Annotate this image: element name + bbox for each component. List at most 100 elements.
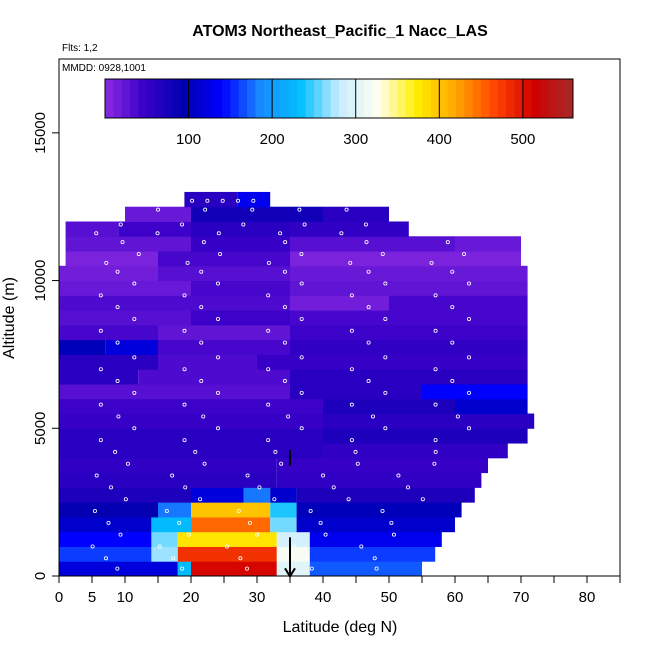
heatmap-cell	[191, 206, 323, 222]
heatmap-cell	[323, 443, 508, 459]
heatmap-cell	[105, 339, 158, 355]
flight-track-point	[299, 281, 304, 286]
flight-track-point	[450, 305, 455, 310]
flight-track-point	[383, 316, 388, 321]
heatmap-cell	[158, 502, 191, 518]
colorbar-swatch	[222, 79, 231, 118]
flight-track-point	[201, 240, 206, 245]
flight-track-point	[383, 426, 388, 431]
flight-track-point	[383, 355, 388, 360]
heatmap-cell	[191, 487, 244, 503]
heatmap-cell	[65, 236, 191, 252]
flight-track-point	[215, 426, 220, 431]
flight-track-point	[182, 328, 187, 333]
flight-track-point	[366, 379, 371, 384]
heatmap-cell	[290, 251, 521, 267]
axes: 0 5 10 20 30 40 50 60 70 80 0 5000 10000 15000	[32, 112, 621, 606]
flight-track-point	[180, 222, 185, 227]
flight-track-point	[366, 269, 371, 274]
colorbar-swatch	[330, 79, 340, 118]
colorbar-swatch	[205, 79, 215, 118]
flight-track-point	[215, 316, 220, 321]
flight-track-point	[391, 532, 396, 537]
flight-track-point	[132, 390, 137, 395]
flight-track-point	[282, 305, 287, 310]
heatmap-cell	[59, 443, 323, 459]
flight-track-point	[155, 207, 160, 212]
colorbar-tick-label: 500	[510, 131, 535, 148]
flight-track-point	[272, 497, 277, 502]
heatmap-cell	[290, 295, 389, 311]
colorbar-swatch	[489, 79, 499, 118]
heatmap-cell	[59, 428, 323, 444]
colorbar-swatch	[422, 79, 432, 118]
flight-track-point	[199, 269, 204, 274]
x-tick-label: 10	[117, 589, 134, 606]
heatmap-cell	[59, 354, 158, 370]
x-tick-label: 40	[315, 589, 332, 606]
flight-track-point	[363, 222, 368, 227]
colorbar-swatch	[155, 79, 164, 118]
flight-track-point	[193, 449, 198, 454]
flight-track-point	[374, 566, 379, 571]
flight-track-point	[115, 379, 120, 384]
heatmap-cell	[59, 295, 290, 311]
flight-track-point	[236, 509, 241, 514]
flight-track-point	[282, 340, 287, 345]
heatmap-cell	[59, 310, 191, 326]
heatmap-cell	[455, 398, 528, 415]
heatmap-cell	[290, 221, 409, 237]
flight-track-point	[238, 556, 243, 561]
flight-track-point	[383, 281, 388, 286]
flight-track-point	[349, 402, 354, 407]
flight-track-point	[429, 260, 434, 265]
colorbar-swatch	[180, 79, 190, 118]
heatmap-cell	[59, 531, 152, 547]
flight-track-point	[199, 305, 204, 310]
flight-track-point	[157, 544, 162, 549]
flight-track-point	[170, 473, 175, 478]
heatmap-cell	[276, 472, 482, 488]
flight-track-point	[120, 240, 125, 245]
colorbar-swatch	[481, 79, 490, 118]
flight-track-point	[190, 198, 195, 203]
colorbar-swatch	[238, 79, 248, 118]
heatmap-cell	[59, 546, 152, 562]
flight-track-point	[266, 402, 271, 407]
flight-track-point	[331, 485, 336, 490]
heatmap-cell	[296, 487, 475, 503]
colorbar-swatch	[322, 79, 332, 118]
flight-track-point	[108, 485, 113, 490]
colorbar-swatch	[372, 79, 382, 118]
heatmap-cell	[276, 457, 488, 474]
heatmap-cell	[191, 310, 290, 326]
heatmap-cell	[276, 561, 310, 577]
flight-track-point	[220, 198, 225, 203]
flight-track-point	[186, 532, 191, 537]
flight-track-point	[309, 566, 314, 571]
flight-track-point	[278, 231, 283, 236]
flight-track-point	[450, 340, 455, 345]
flight-track-point	[279, 461, 284, 466]
flight-track-point	[98, 293, 103, 298]
flight-track-point	[164, 509, 169, 514]
flight-track-point	[450, 379, 455, 384]
flight-track-point	[218, 251, 223, 256]
flight-track-point	[98, 367, 103, 372]
flight-track-point	[123, 497, 128, 502]
flight-track-point	[215, 355, 220, 360]
colorbar: 100 200 300 400 500	[104, 78, 574, 148]
colorbar-swatch	[280, 79, 290, 118]
heatmap-cell	[296, 502, 462, 518]
colorbar-swatch	[347, 79, 357, 118]
heatmap-cell	[323, 398, 455, 415]
flight-track-point	[205, 198, 210, 203]
heatmap-cell	[309, 531, 442, 547]
flight-track-point	[177, 520, 182, 525]
colorbar-swatch	[305, 79, 315, 118]
flight-track-point	[282, 379, 287, 384]
colorbar-swatch	[464, 79, 474, 118]
heatmap-cell	[323, 428, 528, 444]
colorbar-swatch	[230, 79, 240, 118]
flight-track-point	[349, 293, 354, 298]
